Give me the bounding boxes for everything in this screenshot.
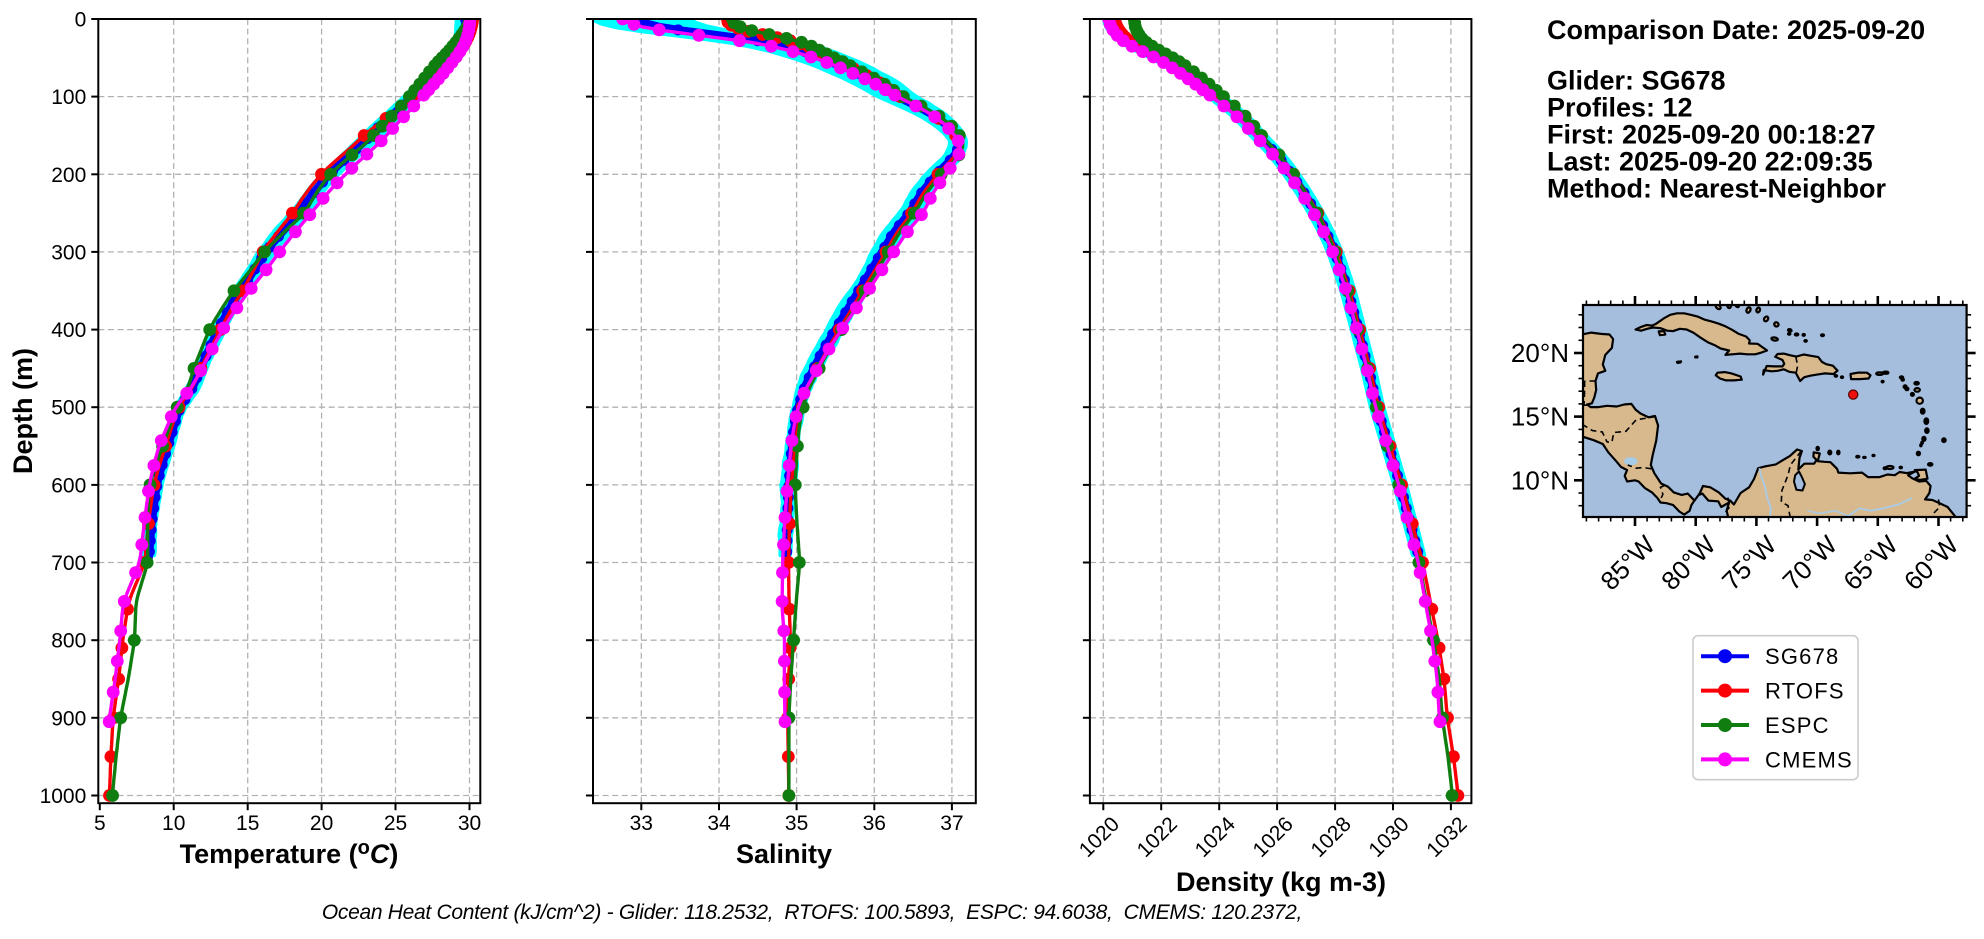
- svg-text:36: 36: [863, 812, 886, 835]
- svg-text:0: 0: [75, 9, 87, 32]
- svg-text:200: 200: [51, 164, 86, 187]
- svg-text:15: 15: [236, 812, 259, 835]
- svg-text:600: 600: [51, 474, 86, 497]
- svg-text:1000: 1000: [40, 785, 87, 808]
- svg-text:ESPC: ESPC: [1765, 713, 1830, 738]
- svg-text:RTOFS: RTOFS: [1765, 679, 1845, 704]
- svg-text:34: 34: [707, 812, 731, 835]
- svg-text:37: 37: [940, 812, 963, 835]
- svg-text:SG678: SG678: [1765, 644, 1840, 669]
- svg-text:20: 20: [310, 812, 333, 835]
- svg-text:Depth (m): Depth (m): [8, 348, 38, 474]
- svg-text:700: 700: [51, 552, 86, 575]
- svg-text:5: 5: [94, 812, 106, 835]
- svg-text:25: 25: [384, 812, 407, 835]
- svg-text:100: 100: [51, 86, 86, 109]
- svg-text:CMEMS: CMEMS: [1765, 747, 1853, 772]
- svg-text:15°N: 15°N: [1511, 402, 1569, 432]
- svg-text:33: 33: [630, 812, 653, 835]
- svg-text:10: 10: [162, 812, 185, 835]
- svg-text:Glider: SG678: Glider: SG678: [1547, 66, 1726, 96]
- svg-text:300: 300: [51, 241, 86, 264]
- svg-text:First: 2025-09-20 00:18:27: First: 2025-09-20 00:18:27: [1547, 120, 1876, 150]
- svg-text:500: 500: [51, 397, 86, 420]
- svg-text:20°N: 20°N: [1511, 338, 1569, 368]
- svg-text:Ocean Heat Content (kJ/cm^2) -: Ocean Heat Content (kJ/cm^2) - Glider: 1…: [322, 901, 1302, 924]
- svg-text:800: 800: [51, 630, 86, 653]
- svg-text:Profiles: 12: Profiles: 12: [1547, 93, 1693, 123]
- svg-text:35: 35: [785, 812, 808, 835]
- svg-text:Comparison Date: 2025-09-20: Comparison Date: 2025-09-20: [1547, 15, 1925, 45]
- svg-text:400: 400: [51, 319, 86, 342]
- svg-text:900: 900: [51, 707, 86, 730]
- svg-text:Salinity: Salinity: [736, 839, 832, 869]
- svg-text:Density (kg m-3): Density (kg m-3): [1176, 867, 1386, 897]
- svg-text:30: 30: [458, 812, 481, 835]
- svg-text:10°N: 10°N: [1511, 465, 1569, 495]
- svg-text:Last: 2025-09-20 22:09:35: Last: 2025-09-20 22:09:35: [1547, 147, 1873, 177]
- svg-text:Method: Nearest-Neighbor: Method: Nearest-Neighbor: [1547, 174, 1887, 204]
